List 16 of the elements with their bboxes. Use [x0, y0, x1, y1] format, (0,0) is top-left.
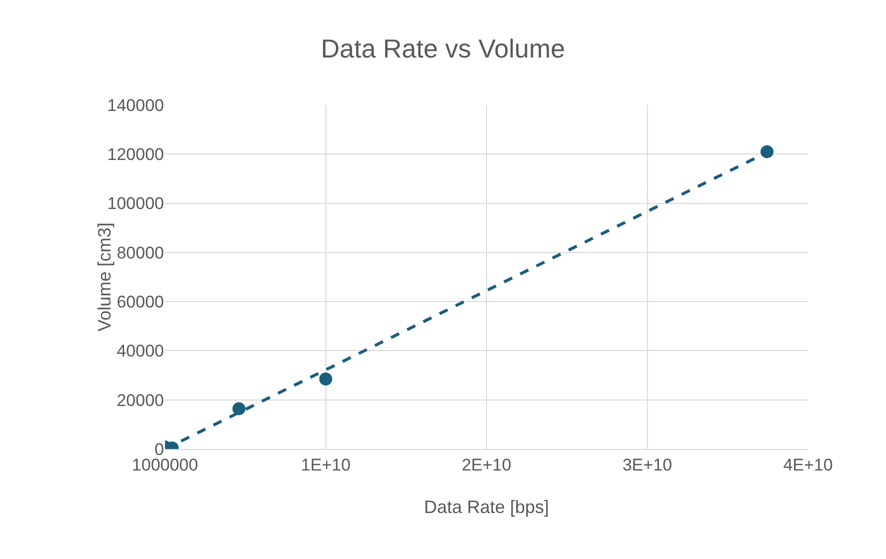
y-tick-label: 120000: [107, 145, 164, 164]
y-tick-label: 40000: [116, 342, 164, 361]
y-tick-label: 100000: [107, 194, 164, 214]
x-tick-label: 3E+10: [622, 455, 672, 474]
point: [319, 372, 332, 386]
y-tick-label: 60000: [116, 292, 164, 312]
y-tick-label: 20000: [116, 390, 164, 410]
point: [760, 145, 774, 158]
x-axis-title: Data Rate [bps]: [424, 497, 550, 517]
x-tick-label: 4E+10: [783, 455, 833, 474]
x-tick-label: 2E+10: [462, 455, 512, 474]
y-axis-title: Volume [cm3]: [94, 222, 115, 332]
y-tick-label: 140000: [107, 96, 164, 115]
chart-title: Data Rate vs Volume: [320, 33, 566, 64]
y-tick-label: 80000: [116, 243, 164, 262]
x-tick-label: 1E+10: [300, 455, 351, 474]
